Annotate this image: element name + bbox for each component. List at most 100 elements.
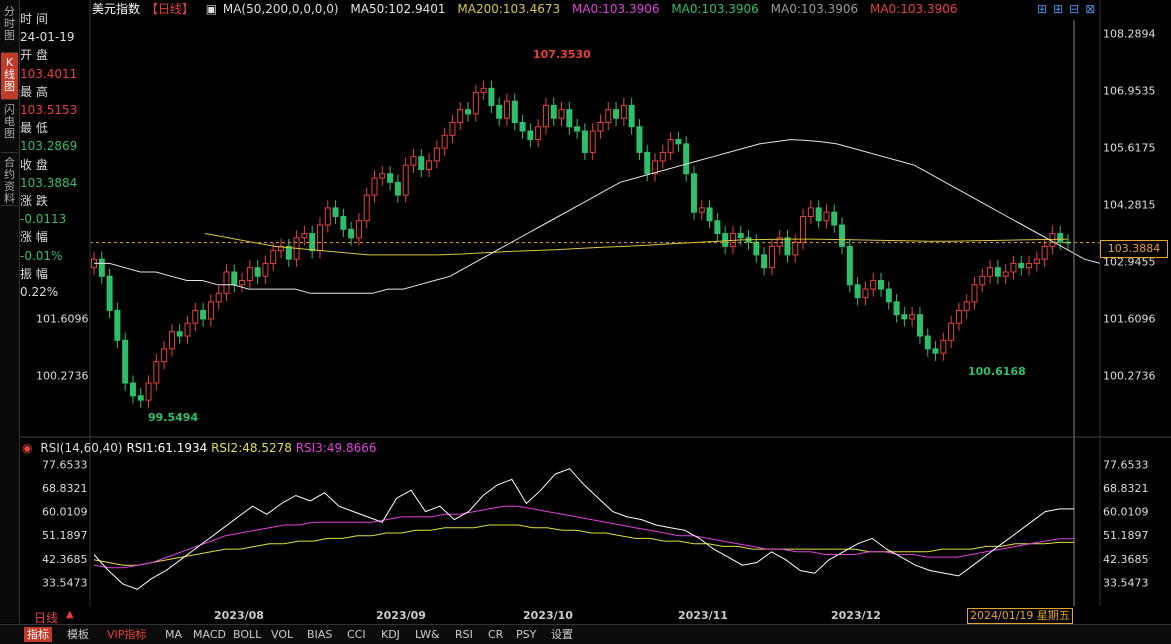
candle-body — [98, 258, 105, 277]
candle-body — [994, 267, 1001, 277]
candle-body — [1041, 245, 1048, 260]
close-icon[interactable]: ⊠ — [1085, 2, 1102, 16]
rsi-toggle-icon[interactable]: ◉ — [22, 441, 33, 455]
candle-body — [574, 126, 581, 132]
candle-body — [652, 160, 659, 175]
tab-rsi[interactable]: RSI — [455, 628, 473, 641]
candle-body — [394, 181, 401, 196]
ma0-value-1: MA0:103.3906 — [571, 2, 660, 16]
tab-lw[interactable]: LW& — [415, 628, 440, 641]
ma-settings-icon[interactable]: ▣ — [205, 2, 218, 16]
candle-body — [207, 301, 214, 320]
rsi2-line — [93, 524, 1074, 566]
candle-body — [1026, 262, 1033, 269]
rsi-tick-label: 42.3685 — [1103, 553, 1149, 566]
tab-indicator[interactable]: 指标 — [24, 627, 52, 642]
rsi-header: ◉ RSI(14,60,40) RSI1:61.1934 RSI2:48.527… — [22, 441, 376, 455]
tab-psy[interactable]: PSY — [516, 628, 537, 641]
candle-body — [231, 271, 238, 286]
price-tick-label: 102.9455 — [1103, 255, 1156, 268]
ma200-line — [204, 233, 1069, 256]
period-selector[interactable]: 【日线】 — [145, 2, 194, 16]
low-annotation-left: 99.5494 — [148, 411, 199, 424]
candle-body — [839, 224, 846, 247]
candle-body — [215, 292, 222, 303]
tab-ma[interactable]: MA — [165, 628, 183, 641]
price-tick-label: 104.2815 — [1103, 198, 1156, 211]
cursor-date-tag: 2024/01/19 星期五 — [967, 608, 1073, 624]
candle-body — [371, 177, 378, 196]
rsi-tick-label-left: 33.5473 — [42, 576, 88, 589]
tab-cr[interactable]: CR — [488, 628, 504, 641]
candle-body — [909, 314, 916, 320]
candle-body — [340, 215, 347, 230]
candle-body — [955, 309, 962, 324]
tab-template[interactable]: 模板 — [67, 628, 89, 641]
ma-config[interactable]: MA(50,200,0,0,0,0) — [222, 2, 339, 16]
open-value: 103.4011 — [20, 66, 78, 81]
high-label: 最 高 — [20, 84, 48, 99]
candle-body — [940, 339, 947, 354]
tab-settings[interactable]: 设置 — [551, 628, 573, 641]
candle-body — [278, 245, 285, 252]
candle-body — [753, 241, 760, 256]
candle-body — [465, 109, 472, 115]
tab-boll[interactable]: BOLL — [233, 628, 262, 641]
candle-body — [114, 309, 121, 341]
candle-body — [558, 109, 565, 119]
tab-bias[interactable]: BIAS — [307, 628, 333, 641]
candle-body — [979, 275, 986, 286]
candle-body — [924, 335, 931, 350]
candle-body — [885, 288, 892, 303]
candle-body — [262, 262, 269, 277]
candle-body — [737, 233, 744, 239]
candle-body — [1010, 262, 1017, 273]
period-arrow-icon[interactable]: ▲ — [66, 609, 74, 620]
price-tick-label: 108.2894 — [1103, 27, 1156, 40]
tab-contract-info[interactable]: 合约资料 — [1, 153, 18, 206]
candle-body — [792, 241, 799, 256]
price-axis: 108.2894 106.9535 105.6175 104.2815 102.9455… — [36, 27, 1156, 382]
tab-kline[interactable]: K线图 — [1, 53, 18, 100]
candle-body — [176, 331, 183, 337]
rsi-config[interactable]: RSI(14,60,40) — [40, 441, 123, 455]
x-label-nov: 2023/11 — [678, 609, 728, 622]
candle-body — [441, 134, 448, 149]
candle-body — [457, 109, 464, 123]
change-label: 涨 跌 — [20, 194, 48, 209]
candle-body — [324, 207, 331, 226]
candle-body — [301, 233, 308, 239]
x-label-sep: 2023/09 — [376, 609, 426, 622]
price-tick-label-left: 101.6096 — [36, 313, 89, 326]
crosshair-icon[interactable]: ⊞ — [1037, 2, 1054, 16]
tab-kdj[interactable]: KDJ — [381, 628, 400, 641]
tab-flash-chart[interactable]: 闪电图 — [1, 100, 18, 153]
tab-timeshare[interactable]: 分时图 — [1, 0, 18, 53]
candle-body — [239, 280, 246, 286]
candle-body — [433, 147, 440, 162]
x-label-oct: 2023/10 — [523, 609, 573, 622]
chart-controls: ⊞⊞⊟⊠ — [1037, 2, 1101, 16]
tab-cci[interactable]: CCI — [347, 628, 366, 641]
candle-body — [698, 207, 705, 213]
candle-body — [145, 382, 152, 401]
candle-body — [581, 130, 588, 153]
candle-body — [503, 100, 510, 119]
price-tick-label: 100.2736 — [1103, 370, 1156, 383]
period-label[interactable]: 日线 — [34, 611, 59, 625]
open-label: 开 盘 — [20, 48, 48, 63]
candle-body — [410, 156, 417, 166]
x-label-dec: 2023/12 — [831, 609, 881, 622]
candle-body — [387, 173, 394, 183]
pct-label: 涨 幅 — [20, 230, 48, 245]
tab-vip-indicator[interactable]: VIP指标 — [107, 628, 147, 641]
candle-body — [1057, 233, 1064, 243]
price-tick-label: 101.6096 — [1103, 313, 1156, 326]
close-value: 103.3884 — [20, 175, 78, 190]
tab-vol[interactable]: VOL — [271, 628, 294, 641]
candle-body — [1002, 271, 1009, 277]
tab-macd[interactable]: MACD — [193, 628, 226, 641]
zoom-in-icon[interactable]: ⊞ — [1053, 2, 1070, 16]
zoom-out-icon[interactable]: ⊟ — [1069, 2, 1086, 16]
